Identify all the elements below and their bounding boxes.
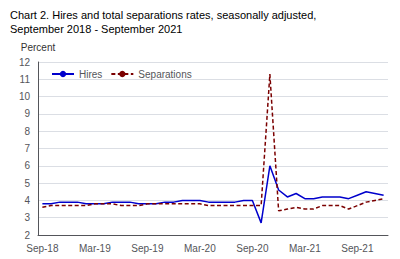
svg-text:Sep-18: Sep-18 — [26, 243, 59, 254]
svg-text:9: 9 — [24, 108, 30, 119]
svg-text:12: 12 — [19, 57, 31, 68]
svg-text:2: 2 — [24, 230, 30, 241]
svg-text:Separations: Separations — [138, 69, 191, 80]
svg-text:5: 5 — [24, 178, 30, 189]
svg-text:Mar-21: Mar-21 — [289, 243, 321, 254]
svg-text:11: 11 — [20, 74, 31, 85]
svg-text:4: 4 — [24, 195, 30, 206]
svg-text:Sep-21: Sep-21 — [341, 243, 374, 254]
svg-text:Hires: Hires — [79, 69, 102, 80]
svg-text:Sep-20: Sep-20 — [236, 243, 269, 254]
svg-text:Mar-19: Mar-19 — [79, 243, 111, 254]
svg-text:3: 3 — [24, 212, 30, 223]
svg-text:Sep-19: Sep-19 — [131, 243, 164, 254]
svg-text:10: 10 — [19, 91, 31, 102]
svg-text:Percent: Percent — [21, 42, 56, 53]
svg-text:Chart 2. Hires and total separ: Chart 2. Hires and total separations rat… — [10, 9, 316, 21]
svg-text:7: 7 — [24, 143, 30, 154]
svg-text:6: 6 — [24, 160, 30, 171]
svg-text:Mar-20: Mar-20 — [184, 243, 216, 254]
svg-text:8: 8 — [24, 126, 30, 137]
svg-text:September 2018 - September 202: September 2018 - September 2021 — [10, 23, 182, 35]
